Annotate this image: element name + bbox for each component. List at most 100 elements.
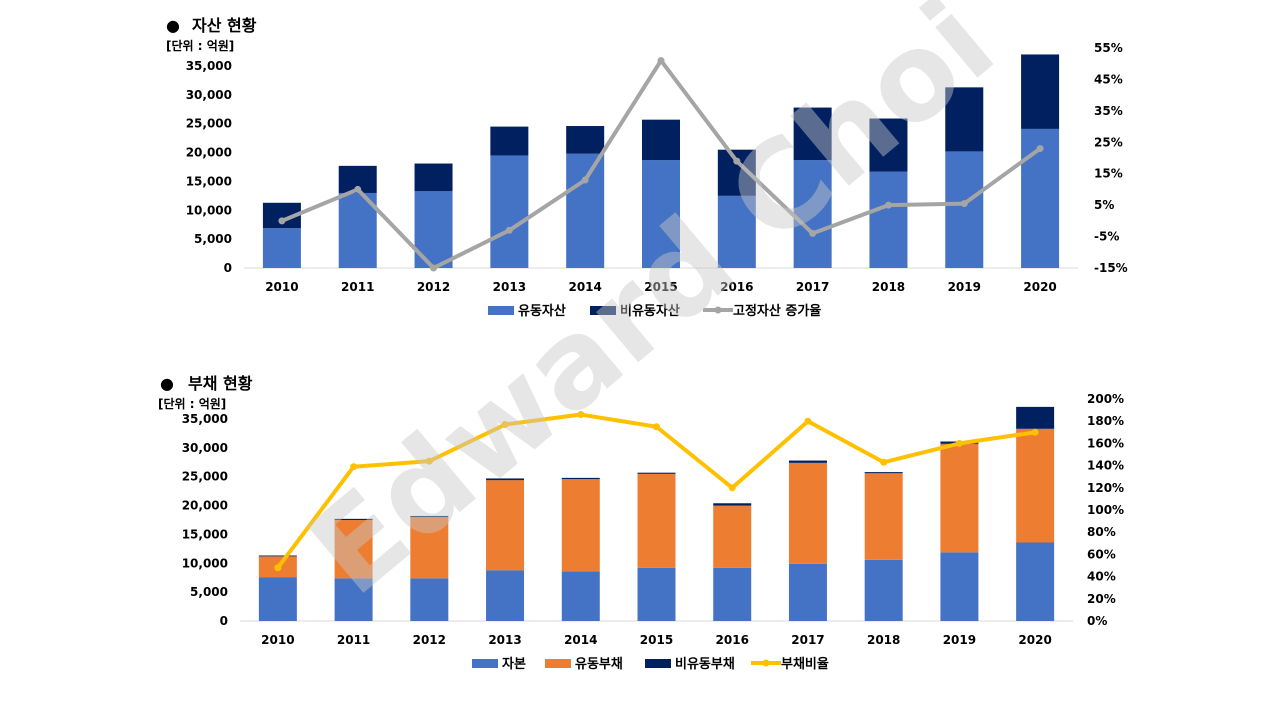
asset-line-point — [1036, 145, 1044, 153]
asset-bar-유동자산 — [1021, 128, 1060, 268]
asset-y-left-tick-label: 25,000 — [186, 117, 232, 131]
debt-y-right-tick-label: 80% — [1087, 525, 1116, 539]
asset-x-tick-label: 2019 — [948, 280, 981, 294]
asset-bar-유동자산 — [793, 160, 832, 268]
debt-bar-자본 — [637, 567, 676, 621]
debt-bar-유동부채 — [864, 473, 903, 560]
asset-y-left-tick-label: 5,000 — [194, 232, 232, 246]
debt-x-tick-label: 2018 — [867, 633, 900, 647]
debt-y-left-tick-label: 30,000 — [182, 441, 228, 455]
asset-line-point — [354, 185, 362, 193]
debt-y-right-tick-label: 100% — [1087, 503, 1124, 517]
liability-chart: 0 5,000 10,000 15,000 20,000 25,000 30,000 35,0… — [182, 392, 1124, 672]
asset-x-tick-label: 2012 — [417, 280, 450, 294]
chart2-title-bullet: ● — [160, 374, 174, 393]
asset-line-point — [430, 264, 438, 272]
debt-bar-유동부채 — [713, 505, 752, 568]
asset-y-right-tick-label: -15% — [1094, 261, 1128, 275]
chart1-title-bullet: ● — [166, 16, 180, 35]
debt-line-point — [274, 564, 282, 572]
debt-y-right-tick-label: 180% — [1087, 414, 1124, 428]
chart2-title: 부채 현황 — [188, 374, 253, 393]
debt-y-right-tick-label: 20% — [1087, 592, 1116, 606]
debt-bar-비유동부채 — [334, 518, 373, 520]
debt-bar-비유동부채 — [788, 460, 827, 463]
asset-line-point — [733, 157, 741, 165]
debt-line-point — [577, 411, 585, 419]
debt-y-left-tick-label: 25,000 — [182, 470, 228, 484]
debt-bar-유동부채 — [788, 462, 827, 564]
asset-y-right-tick-label: 15% — [1094, 167, 1123, 181]
debt-y-left-tick-label: 20,000 — [182, 499, 228, 513]
debt-x-tick-label: 2011 — [337, 633, 370, 647]
asset-y-right-tick-label: 55% — [1094, 41, 1123, 55]
asset-y-left-tick-label: 35,000 — [186, 59, 232, 73]
debt-x-tick-label: 2015 — [640, 633, 673, 647]
asset-bar-비유동자산 — [642, 119, 680, 161]
debt-bar-비유동부채 — [561, 477, 600, 480]
debt-bar-자본 — [1016, 542, 1055, 621]
asset-legend-label: 유동자산 — [518, 303, 566, 319]
debt-x-tick-label: 2014 — [564, 633, 597, 647]
asset-y-left-tick-label: 15,000 — [186, 174, 232, 188]
debt-bar-비유동부채 — [1016, 406, 1055, 429]
debt-legend-swatch — [545, 659, 571, 668]
asset-bar-비유동자산 — [490, 126, 529, 156]
asset-line-point — [884, 201, 892, 209]
debt-x-tick-label: 2010 — [261, 633, 294, 647]
debt-y-right-tick-label: 200% — [1087, 392, 1124, 406]
debt-x-tick-label: 2020 — [1018, 633, 1051, 647]
debt-y-left-tick-label: 35,000 — [182, 412, 228, 426]
debt-bar-유동부채 — [561, 479, 600, 572]
asset-bar-유동자산 — [490, 155, 529, 268]
debt-bar-비유동부채 — [258, 555, 297, 557]
asset-chart: 0 5,000 10,000 15,000 20,000 25,000 30,000 35,0… — [186, 41, 1128, 319]
debt-bar-유동부채 — [1016, 428, 1055, 543]
debt-line-point — [804, 417, 812, 425]
debt-bar-자본 — [713, 567, 752, 621]
debt-x-tick-label: 2019 — [943, 633, 976, 647]
debt-x-tick-label: 2017 — [791, 633, 824, 647]
debt-bar-자본 — [410, 578, 449, 621]
debt-line-point — [1031, 428, 1039, 436]
debt-line-point — [501, 421, 509, 429]
debt-bar-자본 — [486, 570, 525, 621]
debt-y-left-tick-label: 0 — [220, 614, 228, 628]
debt-bar-비유동부채 — [713, 503, 752, 506]
debt-y-right-tick-label: 60% — [1087, 547, 1116, 561]
asset-line-point — [278, 217, 286, 225]
debt-bar-자본 — [788, 563, 827, 621]
asset-bar-비유동자산 — [1021, 54, 1060, 129]
debt-legend-swatch — [645, 659, 671, 668]
debt-y-left-tick-label: 5,000 — [190, 585, 228, 599]
asset-line-point — [505, 226, 513, 234]
asset-bar-비유동자산 — [414, 163, 453, 192]
asset-y-left-tick-label: 20,000 — [186, 146, 232, 160]
chart1-header: ● 자산 현황 [단위 : 억원] — [166, 16, 257, 53]
asset-y-left-tick-label: 30,000 — [186, 88, 232, 102]
chart1-title: 자산 현황 — [192, 16, 257, 35]
debt-y-right-tick-label: 0% — [1087, 614, 1107, 628]
debt-x-tick-label: 2012 — [413, 633, 446, 647]
debt-bar-자본 — [864, 559, 903, 621]
asset-legend-swatch — [488, 306, 514, 315]
debt-line-point — [955, 439, 963, 447]
asset-x-tick-label: 2014 — [568, 280, 601, 294]
debt-legend-swatch — [472, 659, 498, 668]
asset-line-point — [581, 176, 589, 184]
asset-bar-비유동자산 — [566, 126, 605, 154]
debt-line-point — [728, 484, 736, 492]
asset-x-tick-label: 2020 — [1023, 280, 1056, 294]
debt-line-point — [350, 463, 358, 471]
debt-legend-label: 자본 — [502, 657, 526, 672]
debt-y-right-tick-label: 120% — [1087, 481, 1124, 495]
asset-bar-비유동자산 — [869, 118, 908, 172]
debt-legend-label: 부채비율 — [781, 656, 829, 672]
asset-bar-유동자산 — [262, 228, 301, 268]
debt-x-tick-label: 2013 — [488, 633, 521, 647]
asset-bar-비유동자산 — [945, 87, 984, 152]
debt-line-point — [425, 457, 433, 465]
chart1-unit-label: [단위 : 억원] — [166, 38, 234, 53]
chart2-header: ● 부채 현황 [단위 : 억원] — [158, 374, 253, 411]
